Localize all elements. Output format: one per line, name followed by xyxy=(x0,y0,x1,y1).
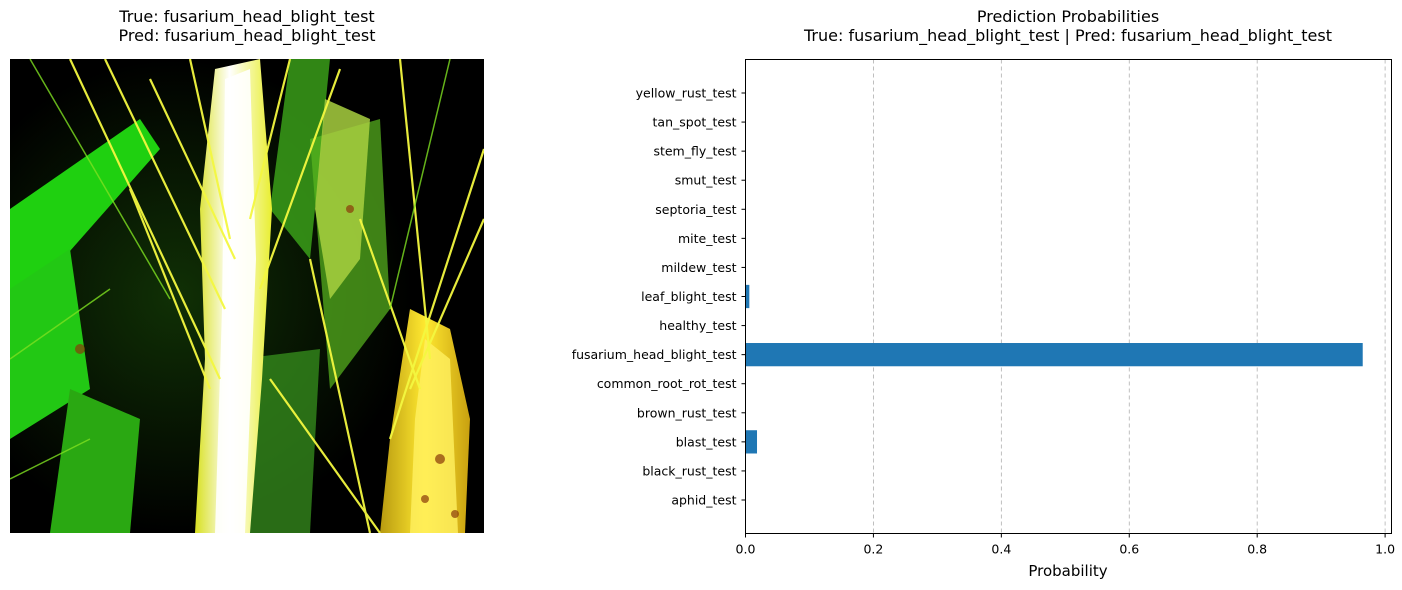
y-tick-label: yellow_rust_test xyxy=(636,86,737,101)
y-tick-labels: aphid_test black_rust_test blast_test brown… xyxy=(572,86,746,508)
image-title-pred: Pred: fusarium_head_blight_test xyxy=(118,26,376,45)
y-tick-label: stem_fly_test xyxy=(653,144,736,159)
chart-subtitle: True: fusarium_head_blight_test | Pred: … xyxy=(804,26,1332,45)
chart-title-block: Prediction Probabilities True: fusarium_… xyxy=(745,7,1391,45)
wheat-head-image xyxy=(10,59,484,533)
y-tick-label: fusarium_head_blight_test xyxy=(572,347,737,362)
x-tick-label: 0.2 xyxy=(863,542,883,557)
x-tick-label: 0.8 xyxy=(1247,542,1267,557)
grid-lines xyxy=(873,59,1386,534)
y-tick-label: aphid_test xyxy=(671,493,736,508)
x-tick-label: 0.0 xyxy=(736,542,756,557)
chart-title: Prediction Probabilities xyxy=(976,7,1160,26)
y-tick-label: mite_test xyxy=(678,231,737,246)
x-tick-labels: 0.0 0.2 0.4 0.6 0.8 1.0 xyxy=(736,533,1395,557)
x-axis-label: Probability xyxy=(1028,562,1107,580)
y-tick-label: tan_spot_test xyxy=(653,115,737,130)
y-tick-label: septoria_test xyxy=(655,202,736,217)
y-tick-label: leaf_blight_test xyxy=(641,289,736,304)
y-tick-label: blast_test xyxy=(676,434,737,449)
x-tick-label: 0.4 xyxy=(991,542,1011,557)
bars xyxy=(745,284,1363,454)
wheat-head-picture xyxy=(10,59,484,533)
plot-frame xyxy=(745,59,1392,534)
bar-fusarium-head-blight-test xyxy=(745,343,1363,367)
y-tick-label: healthy_test xyxy=(659,318,736,333)
x-tick-label: 1.0 xyxy=(1375,542,1395,557)
x-tick-label: 0.6 xyxy=(1119,542,1139,557)
image-title-true: True: fusarium_head_blight_test xyxy=(119,7,375,26)
y-tick-label: black_rust_test xyxy=(642,463,736,478)
y-tick-label: mildew_test xyxy=(661,260,736,275)
image-title: True: fusarium_head_blight_test Pred: fu… xyxy=(10,7,484,45)
bar-leaf-blight-test xyxy=(745,284,750,309)
y-tick-label: smut_test xyxy=(675,173,737,188)
y-tick-label: brown_rust_test xyxy=(637,405,737,420)
y-tick-label: common_root_rot_test xyxy=(597,376,737,391)
bar-blast-test xyxy=(745,430,758,454)
